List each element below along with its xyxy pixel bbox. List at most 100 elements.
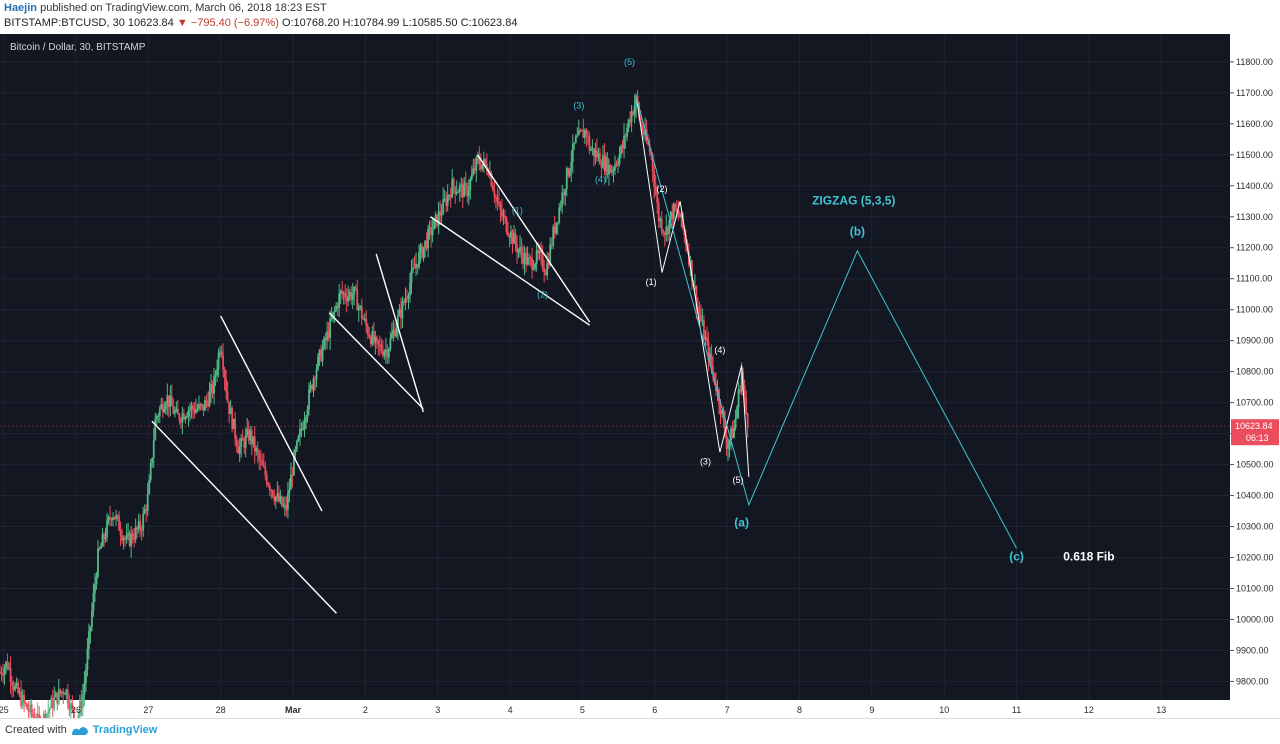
time-tick-label: 11	[1012, 705, 1021, 715]
candle-down	[68, 703, 71, 711]
candle-down	[133, 539, 136, 541]
candle-down	[226, 391, 229, 402]
candle-up	[568, 170, 571, 176]
candle-down	[657, 203, 660, 222]
candle-down	[237, 446, 240, 454]
countdown-label: 06:13	[1246, 433, 1269, 443]
candle-up	[535, 250, 538, 265]
candle-up	[252, 436, 255, 444]
price-tick-label: 9900.00	[1236, 645, 1269, 655]
time-axis[interactable]: 25 26 27 28 Mar 2 3 4 5 6 7 8 9 10 11 12 13	[0, 705, 1166, 715]
candle-down	[677, 210, 680, 216]
candle-up	[482, 159, 485, 165]
candle-up	[419, 245, 422, 253]
candle-down	[579, 130, 582, 132]
candle-up	[740, 372, 743, 392]
candle-down	[2, 674, 4, 676]
candle-down	[205, 400, 208, 402]
candle-up	[470, 174, 473, 180]
candle-down	[179, 420, 182, 423]
trendline[interactable]	[328, 312, 424, 410]
candle-down	[356, 289, 359, 311]
candle-up	[351, 294, 354, 300]
tradingview-brand[interactable]: TradingView	[92, 724, 158, 736]
candle-up	[608, 165, 610, 175]
created-with-label: Created with	[5, 724, 67, 736]
wave-label: (3)	[700, 457, 711, 467]
candle-up	[164, 404, 167, 410]
author-name[interactable]: Haejin	[4, 2, 38, 14]
price-chart[interactable]: Bitcoin / Dollar, 30, BITSTAMP (1) (2) (3)…	[0, 34, 1280, 740]
candle-down	[529, 257, 532, 259]
candle-down	[592, 148, 595, 157]
candle-down	[724, 419, 726, 436]
candle-down	[176, 408, 179, 415]
candle-down	[51, 698, 54, 709]
trendline[interactable]	[430, 216, 591, 326]
candle-up	[659, 218, 662, 222]
candle-up	[448, 194, 451, 196]
candle-down	[525, 252, 527, 265]
wave-label: (b)	[850, 224, 865, 238]
trendline[interactable]	[476, 154, 591, 323]
candle-down	[80, 701, 83, 709]
candle-down	[725, 435, 728, 449]
candle-up	[160, 403, 163, 409]
candle-up	[618, 153, 621, 164]
candle-down	[745, 397, 748, 414]
candle-down	[66, 689, 69, 704]
candle-up	[431, 229, 434, 236]
candle-down	[712, 365, 714, 373]
candle-down	[742, 372, 745, 386]
price-axis[interactable]: 9800.00 9900.00 10000.00 10100.00 10200.00 10…	[1230, 57, 1279, 687]
price-tick-label: 10900.00	[1236, 336, 1274, 346]
candle-up	[274, 496, 277, 502]
candle-up	[143, 509, 146, 514]
candle-up	[308, 389, 310, 410]
low-value: L:10585.50	[402, 17, 458, 29]
candle-up	[457, 191, 460, 193]
symbol-label: BITSTAMP:BTCUSD, 30	[4, 17, 125, 29]
candle-up	[91, 610, 93, 627]
candle-down	[695, 286, 698, 308]
candle-down	[511, 231, 514, 244]
candle-down	[17, 682, 19, 694]
candle-up	[151, 457, 154, 464]
candle-down	[507, 232, 509, 236]
close-value: C:10623.84	[460, 17, 518, 29]
candle-down	[291, 474, 294, 476]
candle-up	[201, 404, 203, 406]
candle-down	[746, 413, 749, 428]
trendline[interactable]	[151, 420, 337, 614]
candle-up	[401, 301, 404, 319]
candle-down	[193, 409, 196, 413]
candle-down	[508, 235, 511, 238]
candle-up	[152, 440, 155, 458]
candle-down	[600, 164, 603, 168]
candle-up	[428, 227, 431, 230]
candle-down	[103, 534, 105, 540]
candle-up	[306, 409, 309, 418]
candle-up	[594, 150, 597, 157]
chart-area[interactable]: Bitcoin / Dollar, 30, BITSTAMP (1) (2) (3)…	[0, 34, 1280, 740]
candle-up	[574, 136, 577, 143]
candle-up	[704, 337, 707, 340]
candle-up	[82, 695, 84, 709]
candle-up	[134, 527, 137, 540]
zigzag-wave-path[interactable]	[636, 98, 1017, 549]
candle-down	[178, 414, 181, 421]
trendline[interactable]	[375, 253, 424, 413]
trendline[interactable]	[220, 315, 323, 512]
candle-up	[196, 408, 199, 410]
candle-up	[335, 305, 338, 311]
candle-up	[85, 669, 87, 684]
candle-down	[642, 131, 645, 136]
candle-down	[496, 197, 499, 202]
candle-down	[192, 405, 194, 410]
candle-up	[597, 153, 600, 158]
header-bar: Haejin published on TradingView.com, Mar…	[0, 0, 1280, 34]
candle-down	[636, 95, 639, 103]
candle-up	[442, 199, 445, 214]
candle-down	[167, 395, 170, 407]
candle-down	[647, 140, 650, 145]
